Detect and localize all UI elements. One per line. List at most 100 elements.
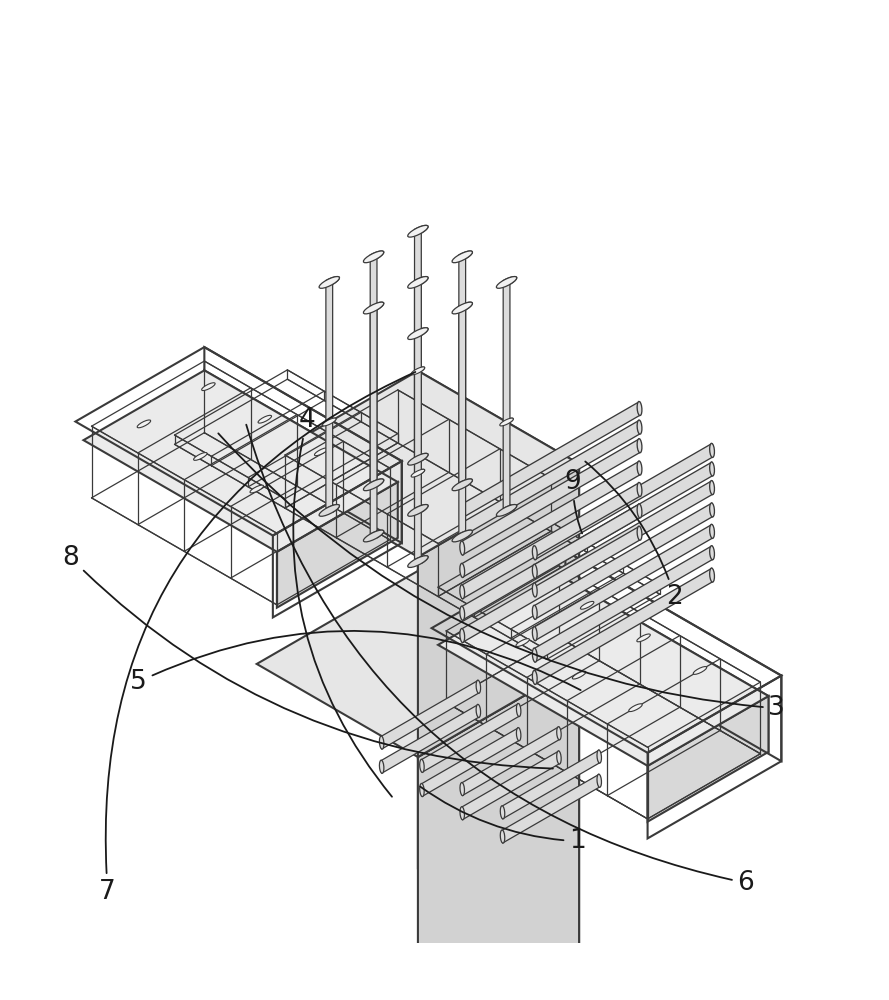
Polygon shape (460, 541, 465, 555)
Polygon shape (709, 524, 715, 538)
Polygon shape (460, 807, 464, 820)
Polygon shape (416, 469, 425, 563)
Polygon shape (418, 464, 579, 757)
Polygon shape (364, 479, 384, 491)
Polygon shape (502, 774, 599, 843)
Polygon shape (533, 564, 537, 578)
Polygon shape (412, 367, 425, 375)
Polygon shape (319, 277, 340, 288)
Polygon shape (364, 302, 384, 314)
Polygon shape (381, 680, 478, 749)
Polygon shape (535, 481, 712, 597)
Polygon shape (408, 556, 428, 567)
Polygon shape (422, 703, 518, 772)
Polygon shape (462, 727, 559, 796)
Text: 2: 2 (585, 461, 684, 610)
Polygon shape (502, 750, 599, 819)
Polygon shape (533, 583, 537, 597)
Polygon shape (535, 462, 712, 578)
Polygon shape (364, 530, 384, 542)
Polygon shape (559, 575, 768, 752)
Polygon shape (258, 415, 272, 423)
Polygon shape (501, 830, 505, 843)
Polygon shape (535, 568, 712, 684)
Polygon shape (438, 575, 768, 766)
Polygon shape (460, 585, 465, 599)
Polygon shape (496, 504, 517, 516)
Text: 6: 6 (246, 425, 754, 896)
Polygon shape (137, 420, 151, 428)
Polygon shape (557, 727, 561, 740)
Polygon shape (533, 670, 537, 685)
Polygon shape (462, 461, 639, 577)
Polygon shape (709, 443, 715, 457)
Polygon shape (460, 563, 465, 578)
Polygon shape (462, 420, 639, 536)
Polygon shape (637, 461, 642, 475)
Polygon shape (381, 704, 478, 773)
Polygon shape (420, 759, 424, 772)
Polygon shape (637, 526, 642, 540)
Polygon shape (637, 482, 642, 497)
Polygon shape (500, 418, 513, 426)
Polygon shape (517, 703, 521, 717)
Polygon shape (453, 251, 472, 263)
Text: 4: 4 (293, 407, 392, 797)
Polygon shape (453, 530, 472, 542)
Polygon shape (460, 606, 465, 620)
Polygon shape (709, 546, 715, 560)
Polygon shape (637, 401, 642, 416)
Polygon shape (408, 328, 428, 339)
Polygon shape (380, 736, 384, 749)
Polygon shape (326, 277, 340, 512)
Polygon shape (462, 526, 639, 643)
Polygon shape (693, 667, 707, 674)
Text: 9: 9 (565, 469, 582, 533)
Polygon shape (420, 783, 424, 797)
Polygon shape (504, 418, 513, 512)
Polygon shape (709, 568, 715, 582)
Polygon shape (408, 504, 428, 516)
Polygon shape (459, 251, 472, 487)
Polygon shape (323, 506, 336, 514)
Polygon shape (500, 506, 513, 514)
Polygon shape (637, 504, 642, 518)
Polygon shape (533, 627, 537, 641)
Polygon shape (477, 704, 481, 718)
Polygon shape (647, 696, 768, 822)
Polygon shape (462, 504, 639, 620)
Polygon shape (460, 783, 464, 796)
Polygon shape (709, 462, 715, 476)
Polygon shape (414, 225, 428, 461)
Polygon shape (462, 439, 639, 555)
Polygon shape (501, 806, 505, 819)
Polygon shape (276, 482, 397, 608)
Polygon shape (637, 420, 642, 434)
Text: 7: 7 (100, 372, 415, 905)
Polygon shape (460, 522, 465, 537)
Polygon shape (380, 760, 384, 773)
Text: 1: 1 (420, 787, 586, 854)
Polygon shape (370, 302, 384, 538)
Polygon shape (323, 418, 336, 426)
Polygon shape (408, 453, 428, 465)
Polygon shape (422, 728, 518, 797)
Polygon shape (453, 302, 472, 314)
Polygon shape (408, 225, 428, 237)
Polygon shape (250, 485, 263, 493)
Polygon shape (503, 277, 517, 512)
Polygon shape (477, 680, 481, 693)
Text: 5: 5 (131, 631, 581, 695)
Polygon shape (414, 277, 428, 512)
Polygon shape (535, 503, 712, 619)
Polygon shape (557, 751, 561, 764)
Polygon shape (637, 634, 651, 642)
Polygon shape (453, 479, 472, 491)
Polygon shape (462, 482, 639, 599)
Polygon shape (319, 504, 340, 516)
Polygon shape (535, 524, 712, 641)
Polygon shape (257, 571, 579, 757)
Polygon shape (418, 664, 579, 1000)
Polygon shape (533, 648, 537, 662)
Polygon shape (462, 751, 559, 820)
